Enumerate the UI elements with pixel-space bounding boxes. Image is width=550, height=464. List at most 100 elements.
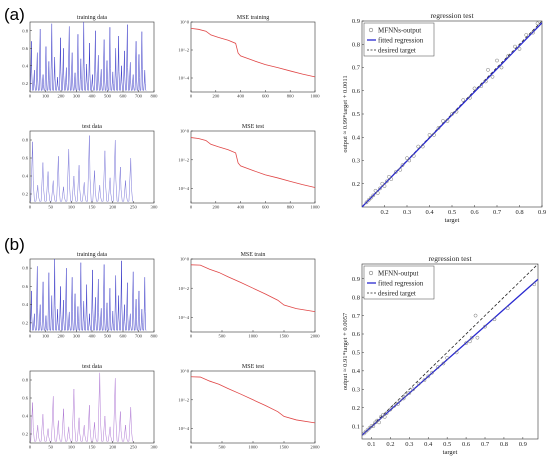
output-point <box>499 65 504 70</box>
y-tick-label: 0.8 <box>352 41 360 48</box>
x-tick-label: 150 <box>89 205 97 210</box>
x-tick-label: 0 <box>29 334 32 339</box>
x-tick-label: 0.7 <box>481 441 490 448</box>
x-tick-label: 200 <box>109 205 117 210</box>
output-point <box>426 374 431 379</box>
chart-b-test-data: test data 0 50 100 150 200 250 300 0.2 0.4 0.6 0.8 <box>22 364 158 450</box>
x-tick-label: 500 <box>104 94 112 99</box>
output-point <box>384 179 389 184</box>
output-point <box>461 98 466 102</box>
x-tick-label: 0.5 <box>448 209 456 216</box>
x-tick-label: 100 <box>42 94 50 99</box>
x-tick-label: 400 <box>89 94 97 99</box>
plot-frame <box>361 263 539 440</box>
output-point <box>473 313 478 318</box>
x-tick-label: 600 <box>120 94 128 99</box>
x-tick-label: 500 <box>219 445 227 450</box>
panel-label-b: (b) <box>4 235 25 254</box>
x-tick-label: 0 <box>190 205 193 210</box>
desired-target-line <box>362 21 542 207</box>
y-tick-label: 0.7 <box>352 313 361 320</box>
legend-label-fitted: fitted regression <box>378 37 424 45</box>
output-point <box>435 365 440 370</box>
chart-b-regression-test: regression test 0.1 0.2 0.3 0.4 0.5 0.6 0.7 0.8 0… <box>342 254 539 456</box>
x-tick-label: 0.1 <box>367 441 375 448</box>
x-tick-label: 600 <box>262 94 270 99</box>
x-tick-label: 300 <box>151 205 159 210</box>
x-tick-label: 0.2 <box>386 441 394 448</box>
output-point <box>373 420 378 425</box>
y-tick-label: 0.2 <box>22 192 28 197</box>
x-tick-label: 0 <box>190 334 193 339</box>
output-point <box>490 74 495 79</box>
y-tick-label: 0.6 <box>22 46 28 51</box>
y-tick-label: 0.3 <box>352 158 360 165</box>
chart-a-mse-training: MSE training 0 200 400 600 800 1000 10^0 10^-2 10… <box>178 15 320 99</box>
y-tick-label: 0.5 <box>352 111 360 118</box>
output-point <box>495 58 499 63</box>
chart-b-mse-train: MSE train 0 500 1000 1500 2000 10^0 10^-2 10^-4 <box>178 252 320 339</box>
y-tick-label: 10^0 <box>180 257 190 262</box>
x-tick-label: 0 <box>190 94 193 99</box>
x-tick-label: 500 <box>104 334 112 339</box>
output-point <box>388 407 393 412</box>
y-tick-label: 0.6 <box>352 88 361 95</box>
output-point <box>401 396 406 401</box>
output-point <box>393 170 398 174</box>
legend-marker-output <box>368 27 374 33</box>
chart-a-mse-test: MSE test 0 200 400 600 800 1000 10^0 10^-2 10^-4 <box>178 124 320 210</box>
y-tick-label: 0.7 <box>352 65 361 72</box>
output-point <box>407 391 412 395</box>
output-point <box>405 156 409 161</box>
output-point <box>454 109 459 114</box>
output-point <box>432 133 436 137</box>
output-point <box>380 413 385 417</box>
y-tick-label: 10^-2 <box>178 157 189 162</box>
chart-title: test data <box>82 364 102 370</box>
y-tick-label: 0.8 <box>22 266 28 271</box>
output-point <box>469 335 474 340</box>
output-point <box>427 133 432 137</box>
x-tick-label: 400 <box>237 205 245 210</box>
output-point <box>382 184 387 188</box>
x-tick-label: 100 <box>42 334 50 339</box>
x-tick-label: 700 <box>135 94 143 99</box>
y-tick-label: 10^-4 <box>178 426 189 431</box>
x-axis-label: target <box>443 449 458 456</box>
y-tick-label: 0.6 <box>352 331 361 338</box>
x-tick-label: 0.5 <box>443 441 451 448</box>
x-tick-label: 700 <box>135 334 143 339</box>
chart-b-training-data: training data 0 100 200 300 400 500 600 700 800 0.… <box>22 252 158 339</box>
y-axis-label: output ≈ 0.91*target + 0.0057 <box>342 312 349 390</box>
chart-b-mse-test: MSE test 0 500 1000 1500 2000 10^0 10^-2 10^-4 <box>178 364 320 450</box>
chart-title: regression test <box>428 254 472 263</box>
output-point <box>422 378 427 382</box>
x-tick-label: 0.8 <box>500 441 508 448</box>
y-tick-label: 0.6 <box>22 396 28 401</box>
chart-title: test data <box>82 124 102 130</box>
x-tick-label: 600 <box>262 205 270 210</box>
x-tick-label: 800 <box>151 334 159 339</box>
chart-title: MSE test <box>242 364 265 370</box>
output-point <box>371 193 376 198</box>
x-tick-label: 1000 <box>310 94 320 99</box>
output-point <box>532 282 537 287</box>
y-tick-label: 0.4 <box>22 414 28 419</box>
x-tick-label: 100 <box>68 445 76 450</box>
x-tick-label: 300 <box>73 94 81 99</box>
x-tick-label: 0.9 <box>538 209 546 216</box>
signal-line <box>30 258 147 331</box>
y-tick-label: 0.2 <box>22 320 28 325</box>
legend-label-desired: desired target <box>378 47 416 55</box>
x-tick-label: 400 <box>237 94 245 99</box>
y-tick-label: 10^-2 <box>178 286 189 291</box>
output-point <box>378 186 382 191</box>
x-tick-label: 1500 <box>279 334 289 339</box>
x-tick-label: 200 <box>58 334 66 339</box>
x-tick-label: 150 <box>89 445 97 450</box>
y-tick-label: 0.4 <box>22 63 28 68</box>
x-tick-label: 0.6 <box>470 209 479 216</box>
chart-title: MSE test <box>242 124 265 130</box>
y-tick-label: 0.6 <box>22 156 28 161</box>
output-point <box>384 411 389 416</box>
